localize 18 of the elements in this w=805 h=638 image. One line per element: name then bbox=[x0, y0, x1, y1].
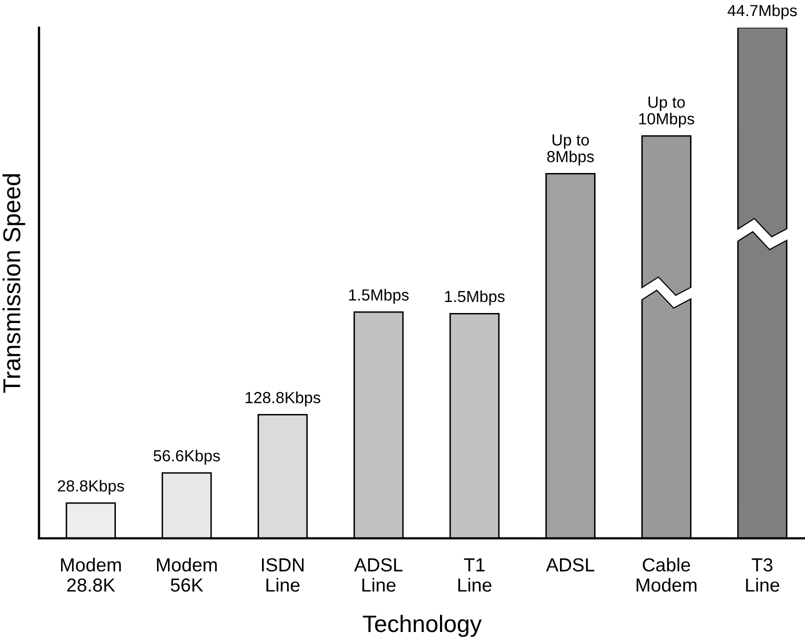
x-tick-label: Modem 56K bbox=[157, 558, 217, 592]
x-tick-label: ISDN Line bbox=[262, 558, 304, 592]
y-axis-title: Transmission Speed bbox=[2, 174, 26, 393]
annotation: Up to 8Mbps bbox=[547, 134, 594, 166]
annotation: 56.6Kbps bbox=[154, 450, 220, 465]
annotation: 44.7Mbps bbox=[728, 4, 797, 20]
x-tick-label: Cable Modem bbox=[636, 558, 696, 592]
annotation: 128.8Kbps bbox=[246, 392, 320, 406]
x-tick-label: T3 Line bbox=[746, 558, 780, 592]
x-axis-title: Technology bbox=[362, 614, 482, 637]
annotation: 1.5Mbps bbox=[349, 288, 409, 304]
x-tick-label: ADSL bbox=[546, 558, 594, 572]
x-tick-label: T1 Line bbox=[458, 558, 492, 592]
x-tick-label: ADSL Line bbox=[354, 558, 402, 592]
x-tick-label: Modem 28.8K bbox=[61, 558, 121, 592]
annotation: Up to 10Mbps bbox=[639, 96, 694, 128]
annotation: 28.8Kbps bbox=[58, 480, 124, 495]
annotation: 1.5Mbps bbox=[445, 290, 505, 306]
